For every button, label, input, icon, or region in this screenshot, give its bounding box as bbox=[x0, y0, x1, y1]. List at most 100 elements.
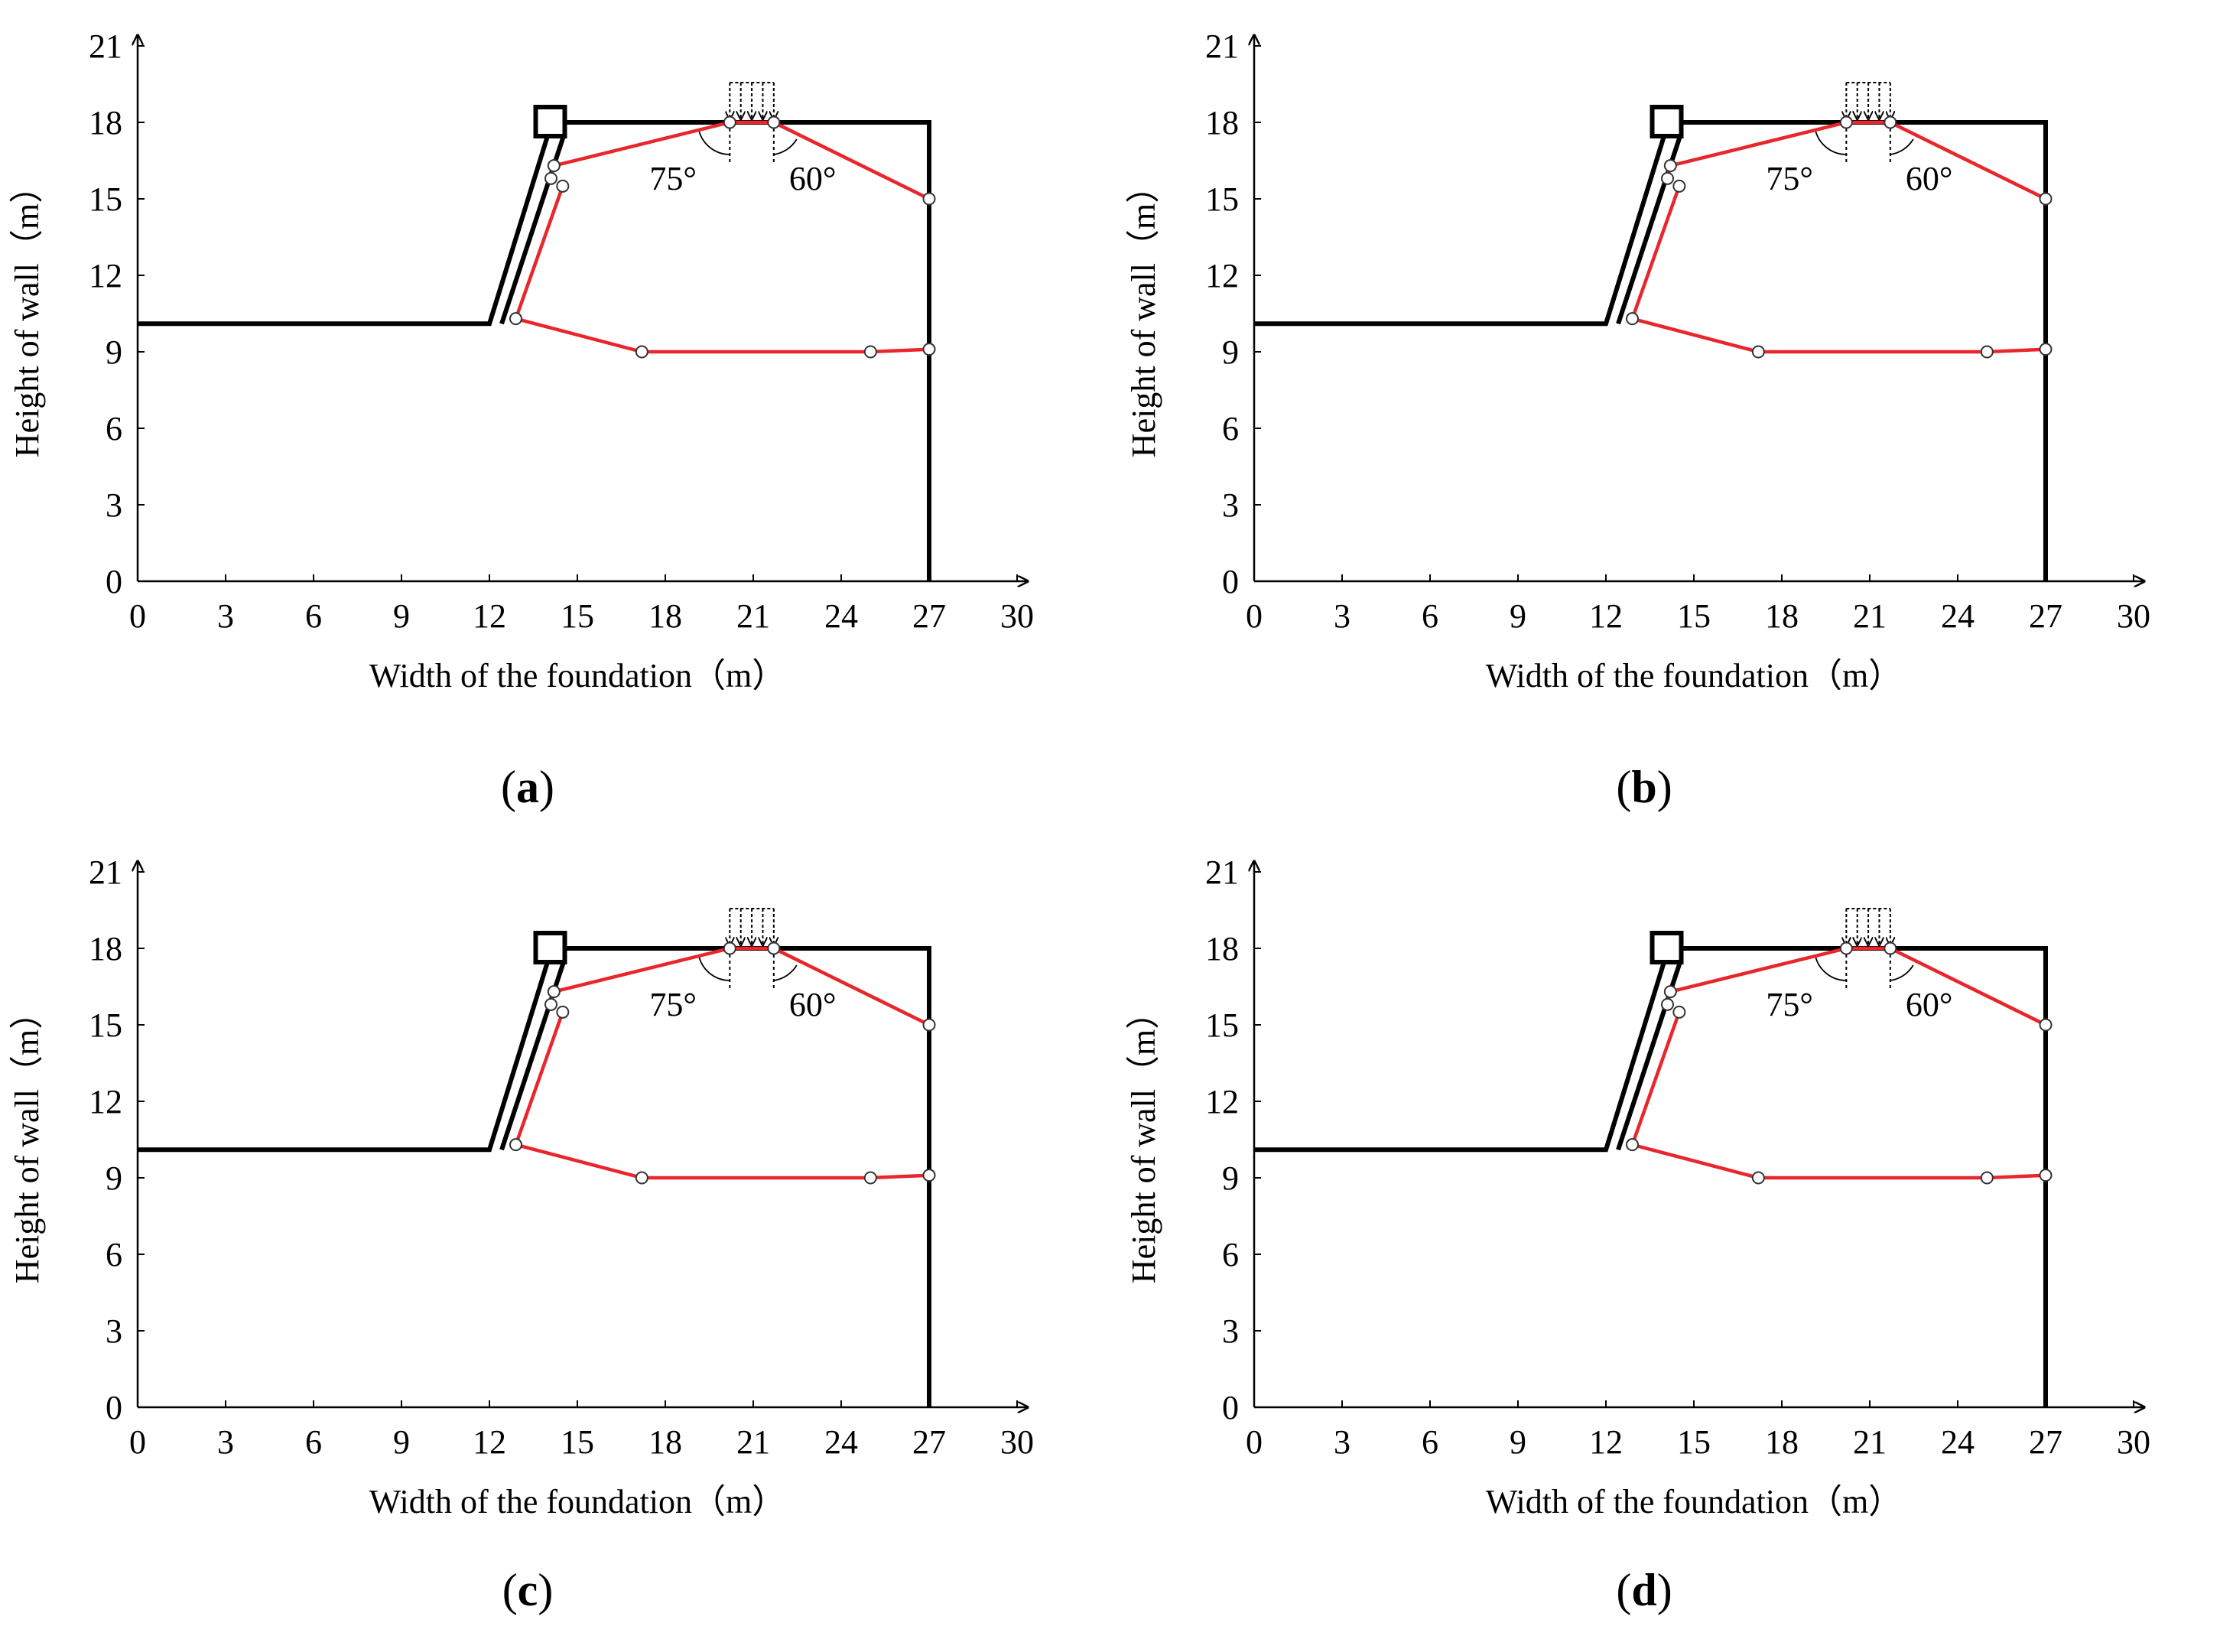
wedge-node bbox=[723, 115, 736, 129]
x-tick-label: 12 bbox=[1589, 597, 1623, 635]
slip-surface-node bbox=[1672, 1005, 1686, 1019]
x-tick-label: 18 bbox=[648, 1423, 682, 1461]
x-tick-label: 24 bbox=[824, 1423, 858, 1461]
y-tick-label: 9 bbox=[1222, 333, 1239, 371]
slip-surface-node bbox=[1626, 312, 1639, 326]
angle-arc-60 bbox=[1890, 138, 1914, 155]
x-axis-title: Width of the foundation（m） bbox=[369, 657, 785, 694]
x-tick-label: 15 bbox=[1677, 1423, 1711, 1461]
x-tick-label: 15 bbox=[561, 597, 594, 635]
x-tick-label: 18 bbox=[1765, 597, 1799, 635]
slip-surface-node bbox=[556, 179, 570, 193]
slip-surface-line bbox=[514, 1011, 930, 1180]
wedge-node bbox=[922, 192, 936, 206]
x-tick-label: 21 bbox=[1853, 597, 1887, 635]
y-tick-label: 6 bbox=[1222, 410, 1239, 447]
x-tick-label: 24 bbox=[1941, 1423, 1975, 1461]
x-tick-label: 27 bbox=[912, 597, 946, 635]
chart-d: 0 3 6 9 12 15 18 21 24 27 30 0 3 6 9 12 15 18 21 Width of t… bbox=[1125, 854, 2150, 1520]
wedge-node bbox=[1661, 997, 1674, 1011]
wedge-node bbox=[544, 997, 557, 1011]
y-tick-label: 6 bbox=[106, 1236, 122, 1273]
slip-surface-node bbox=[509, 312, 522, 326]
wedge-node bbox=[767, 941, 781, 955]
slip-surface-node bbox=[1751, 1171, 1765, 1185]
y-tick-label: 21 bbox=[1205, 28, 1239, 65]
caption-a: (a) bbox=[501, 762, 554, 812]
y-tick-label: 6 bbox=[1222, 1236, 1239, 1273]
x-tick-label: 27 bbox=[2029, 1423, 2062, 1461]
y-axis-title: Height of wall（m） bbox=[8, 170, 46, 457]
angle-label-60: 60° bbox=[1906, 160, 1953, 197]
x-tick-label: 0 bbox=[129, 1423, 146, 1461]
y-tick-label: 0 bbox=[106, 1389, 122, 1426]
y-tick-label: 18 bbox=[89, 104, 122, 141]
x-tick-label: 6 bbox=[1422, 597, 1438, 635]
slip-surface-node bbox=[863, 1171, 877, 1185]
y-tick-label: 12 bbox=[89, 257, 122, 294]
x-tick-label: 3 bbox=[1334, 1423, 1351, 1461]
wedge-node bbox=[1884, 941, 1897, 955]
y-tick-label: 15 bbox=[89, 1006, 122, 1044]
slip-surface-node bbox=[922, 343, 936, 356]
wall-cap-block bbox=[533, 105, 567, 138]
wedge-node bbox=[1884, 115, 1897, 129]
wedge-line bbox=[1666, 120, 2046, 201]
wedge-node bbox=[1663, 985, 1677, 999]
y-tick-label: 6 bbox=[106, 410, 122, 447]
angle-label-75: 75° bbox=[1766, 160, 1813, 197]
slip-surface-node bbox=[509, 1138, 522, 1152]
x-tick-label: 9 bbox=[1510, 1423, 1526, 1461]
y-tick-label: 18 bbox=[89, 930, 122, 967]
caption-c: (c) bbox=[502, 1565, 554, 1615]
wedge-node bbox=[767, 115, 781, 129]
x-tick-label: 6 bbox=[305, 1423, 322, 1461]
x-tick-label: 18 bbox=[648, 597, 682, 635]
y-axis-title: Height of wall（m） bbox=[1125, 170, 1162, 457]
x-tick-label: 3 bbox=[1334, 597, 1351, 635]
y-tick-label: 21 bbox=[89, 28, 122, 65]
y-tick-label: 0 bbox=[1222, 1389, 1239, 1426]
wedge-line bbox=[549, 946, 930, 1027]
slip-surface-node bbox=[556, 1005, 570, 1019]
y-tick-label: 15 bbox=[1205, 180, 1239, 218]
y-tick-label: 15 bbox=[1205, 1006, 1239, 1044]
x-tick-label: 15 bbox=[1677, 597, 1711, 635]
x-tick-label: 9 bbox=[1510, 597, 1526, 635]
slip-surface-line bbox=[1630, 185, 2046, 354]
x-axis-title: Width of the foundation（m） bbox=[1486, 657, 1902, 694]
wall-cap-block bbox=[1650, 931, 1684, 964]
y-tick-label: 3 bbox=[1222, 486, 1239, 524]
x-tick-label: 30 bbox=[1000, 1423, 1034, 1461]
panel-a: 0 3 6 9 12 15 18 21 24 27 30 0 3 6 9 12 15 18 21 Width of t… bbox=[0, 0, 1116, 826]
y-tick-label: 15 bbox=[89, 180, 122, 218]
x-tick-label: 0 bbox=[1246, 1423, 1263, 1461]
slip-surface-node bbox=[1626, 1138, 1639, 1152]
x-tick-label: 9 bbox=[393, 1423, 410, 1461]
x-tick-label: 3 bbox=[217, 597, 234, 635]
slip-surface-node bbox=[1672, 179, 1686, 193]
angle-label-60: 60° bbox=[789, 160, 837, 197]
panel-b: 0 3 6 9 12 15 18 21 24 27 30 0 3 6 9 12 15 18 21 Width of t… bbox=[1116, 0, 2233, 826]
x-tick-label: 21 bbox=[1853, 1423, 1887, 1461]
slip-surface-node bbox=[1980, 1171, 1994, 1185]
angle-label-75: 75° bbox=[649, 986, 697, 1023]
wedge-node bbox=[547, 159, 561, 173]
slip-surface-node bbox=[2039, 1169, 2053, 1182]
wedge-node bbox=[922, 1018, 936, 1032]
wedge-node bbox=[1839, 941, 1853, 955]
angle-arc-75 bbox=[698, 957, 730, 981]
wedge-node bbox=[544, 171, 557, 185]
y-tick-label: 12 bbox=[1205, 1083, 1239, 1120]
y-tick-label: 3 bbox=[106, 1312, 122, 1350]
x-tick-label: 6 bbox=[1422, 1423, 1438, 1461]
x-tick-label: 27 bbox=[912, 1423, 946, 1461]
x-tick-label: 3 bbox=[217, 1423, 234, 1461]
x-tick-label: 9 bbox=[393, 597, 410, 635]
y-axis-title: Height of wall（m） bbox=[1125, 996, 1162, 1283]
wedge-node bbox=[2039, 1018, 2053, 1032]
x-tick-label: 0 bbox=[1246, 597, 1263, 635]
angle-arc-75 bbox=[698, 131, 730, 155]
y-tick-label: 9 bbox=[106, 1159, 122, 1197]
slip-surface-node bbox=[922, 1169, 936, 1182]
